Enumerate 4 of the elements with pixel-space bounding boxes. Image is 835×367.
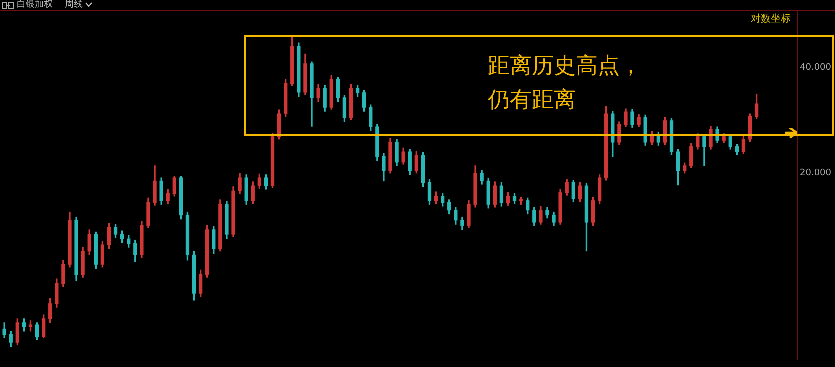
y-tick-label: 40.000 (800, 63, 832, 74)
annotation: 对数坐标 (751, 12, 791, 26)
annotation: 距离历史高点，仍有距离 (488, 53, 643, 115)
y-tick-label: 20.000 (800, 168, 832, 179)
